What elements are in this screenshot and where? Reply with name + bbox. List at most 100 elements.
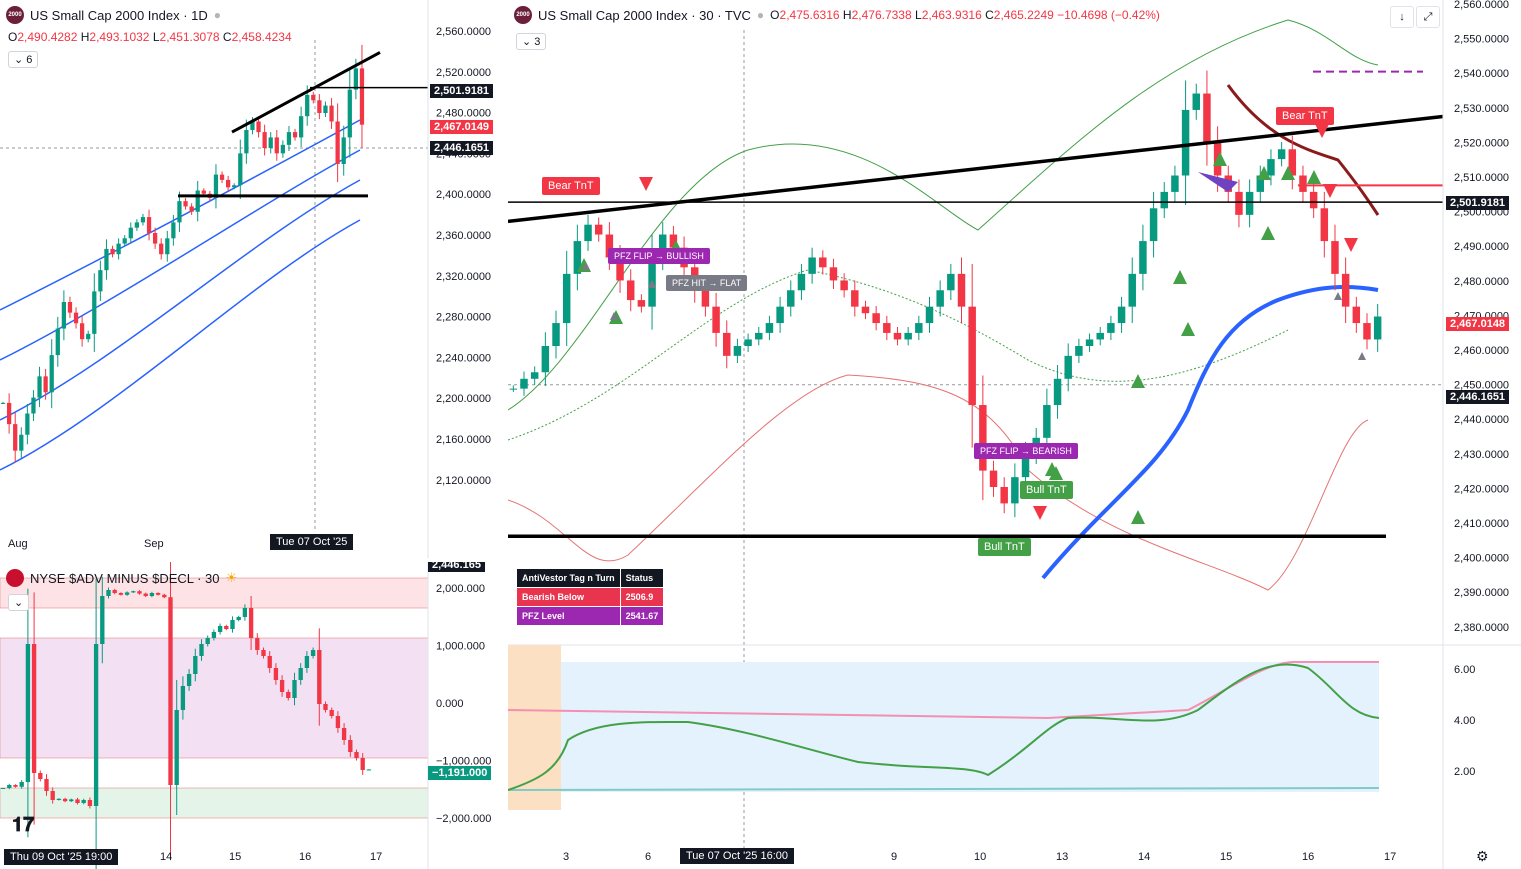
eye-icon[interactable]: ● [756, 8, 765, 22]
main-candle [733, 346, 742, 356]
daily-candle [317, 100, 322, 113]
daily-candle [128, 227, 133, 239]
main-y-tick: 2,450.0000 [1454, 380, 1509, 392]
main-x-tick: 15 [1220, 851, 1233, 863]
main-title[interactable]: US Small Cap 2000 Index · 30 · TVC [538, 7, 751, 23]
breadth-y-tick: −2,000.000 [436, 813, 491, 825]
sun-icon: ☀ [225, 570, 238, 585]
main-candle [989, 470, 998, 488]
bull-triangle-marker [1131, 510, 1145, 524]
main-candle [797, 273, 806, 291]
breadth-candle [230, 620, 235, 629]
main-candle [819, 257, 827, 268]
breadth-candle [62, 798, 68, 802]
daily-indicator-badge[interactable]: ⌄ 6 [8, 51, 39, 68]
main-price-label: 2,501.9181 [1446, 196, 1510, 210]
dark-red-ma-line [1226, 84, 1380, 216]
table-header-row: AntiVestor Tag n Turn Status [516, 568, 665, 588]
main-chart-svg[interactable]: 6.00 4.00 2.00 2,560.0000 2,550.0000 2,540.00… [508, 0, 1521, 869]
main-x-tick: 6 [645, 851, 652, 863]
daily-title[interactable]: US Small Cap 2000 Index · 1D [30, 7, 208, 23]
main-candle [1021, 454, 1030, 478]
daily-candle [92, 291, 97, 334]
main-candle [1011, 477, 1019, 504]
breadth-candle [69, 799, 74, 802]
daily-candle [31, 397, 36, 414]
bear-triangle-marker [1323, 184, 1337, 198]
main-y-tick: 2,430.0000 [1454, 449, 1509, 461]
daily-y-tick: 2,160.0000 [436, 434, 491, 446]
breadth-candle [162, 594, 167, 598]
main-candle [936, 290, 944, 307]
daily-candle [359, 68, 365, 125]
daily-y-tick: 2,120.0000 [436, 475, 491, 487]
daily-candle [341, 137, 346, 164]
daily-candle [55, 328, 60, 356]
daily-candle [43, 376, 48, 393]
main-header: 2000 US Small Cap 2000 Index · 30 · TVC … [514, 6, 1160, 24]
fullscreen-icon[interactable]: ⤢ [1416, 6, 1440, 28]
main-candle [1373, 316, 1382, 340]
daily-y-tick: 2,200.0000 [436, 393, 491, 405]
main-candle [1043, 405, 1051, 438]
osc-lower-line [508, 787, 1380, 791]
daily-price-label: 2,501.9181 [430, 84, 494, 98]
breadth-chart-pane[interactable]: 2,000.000 1,000.000 0.000 −1,000.000 −2,000.… [0, 562, 504, 869]
main-candle [1277, 149, 1286, 160]
main-y-tick: 2,420.0000 [1454, 483, 1509, 495]
main-y-tick: 2,510.0000 [1454, 172, 1509, 184]
breadth-title[interactable]: NYSE $ADV MINUS $DECL · 30 [30, 570, 220, 586]
main-candle [840, 280, 848, 291]
breadth-header: NYSE $ADV MINUS $DECL · 30 ☀ [6, 569, 237, 587]
main-indicator-badge[interactable]: ⌄ 3 [516, 33, 547, 50]
osc-upper-line [508, 660, 1379, 720]
main-chart-pane[interactable]: 6.00 4.00 2.00 2,560.0000 2,550.0000 2,540.00… [508, 0, 1521, 869]
daily-candle [347, 89, 352, 138]
breadth-candle [279, 680, 285, 692]
main-candle [851, 290, 859, 307]
settings-gear-icon[interactable]: ⚙ [1476, 848, 1489, 864]
main-ohlc: O2,475.6316 H2,476.7338 L2,463.9316 C2,4… [770, 8, 1160, 22]
main-candle [915, 323, 923, 333]
main-y-tick: 2,520.0000 [1454, 137, 1509, 149]
main-candle [509, 388, 518, 390]
main-candle [1352, 306, 1361, 324]
pfz-hit-signal: PFZ HIT → FLAT [666, 275, 748, 291]
breadth-candle [131, 591, 136, 593]
bear-triangle-marker [1315, 124, 1329, 138]
daily-candle [225, 179, 231, 188]
bull-triangle-marker [1307, 170, 1321, 184]
main-y-tick: 2,410.0000 [1454, 518, 1509, 530]
arrow-down-icon[interactable]: ↓ [1390, 6, 1414, 28]
breadth-candle [224, 626, 229, 629]
breadth-candle [310, 650, 316, 656]
trend-line [508, 114, 1444, 224]
bull-triangle-marker [1181, 322, 1195, 336]
bull-triangle-marker [1173, 270, 1187, 284]
daily-candle [219, 174, 225, 180]
breadth-chart-svg[interactable]: 2,000.000 1,000.000 0.000 −1,000.000 −2,000.… [0, 562, 504, 869]
eye-icon[interactable]: ● [213, 8, 222, 22]
daily-chart-svg[interactable]: 2,560.00002,520.00002,480.00002,440.0000… [0, 0, 504, 558]
breadth-candle [106, 590, 111, 596]
main-candle [1000, 487, 1008, 504]
breadth-candle [248, 608, 254, 638]
bull-signal-2: Bull TnT [978, 538, 1031, 556]
breadth-candle [205, 638, 210, 644]
main-candle [1203, 93, 1211, 143]
main-candle [808, 257, 816, 274]
main-x-selected: Tue 07 Oct '25 16:00 [680, 848, 794, 864]
daily-candle [104, 248, 109, 271]
purple-arrow [1198, 172, 1238, 192]
main-candle [584, 224, 592, 242]
main-x-tick: 16 [1302, 851, 1315, 863]
breadth-candle [137, 591, 142, 594]
osc-line [508, 663, 1380, 791]
trend-line [231, 51, 381, 134]
daily-candle [37, 376, 42, 398]
bull-triangle-marker [1261, 226, 1275, 240]
breadth-collapse-button[interactable]: ⌄ [8, 594, 30, 611]
daily-chart-pane[interactable]: 2,560.00002,520.00002,480.00002,440.0000… [0, 0, 504, 558]
daily-x-tick: Sep [144, 538, 164, 550]
main-y-tick: 2,490.0000 [1454, 241, 1509, 253]
